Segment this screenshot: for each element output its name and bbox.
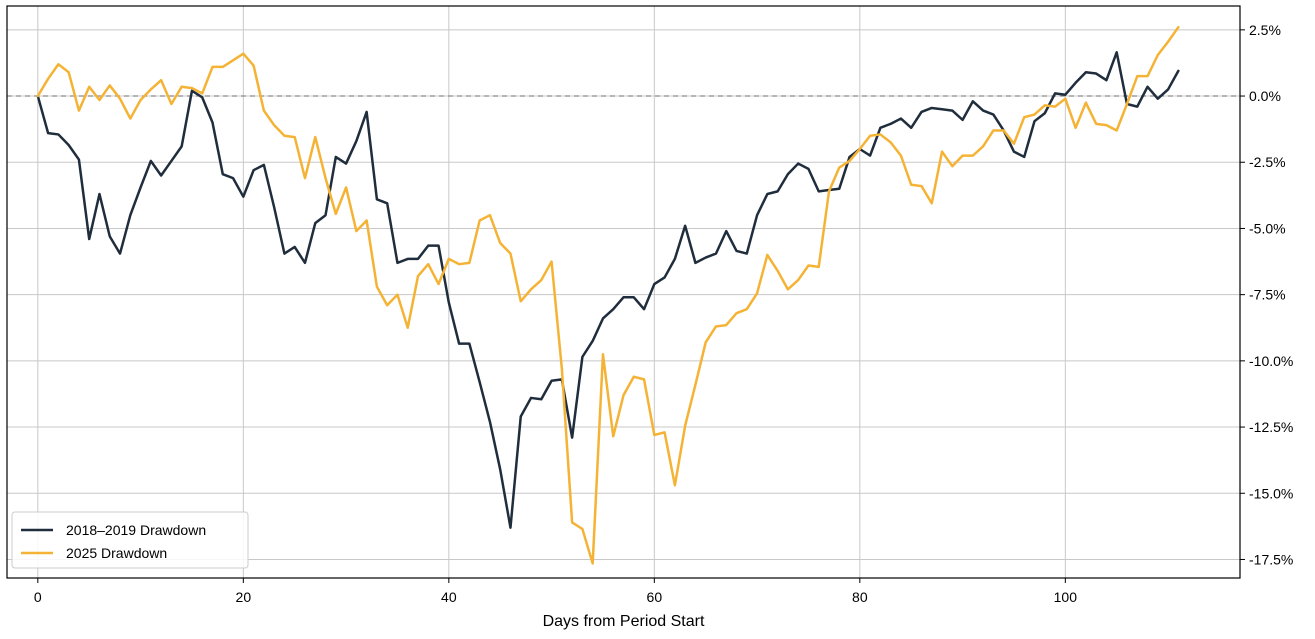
y-tick-label--2.5%: -2.5% <box>1249 154 1286 170</box>
y-tick-label--12.5%: -12.5% <box>1249 419 1293 435</box>
series-line-2018-2019 <box>36 51 1180 529</box>
y-axis-ticks: 2.5% 0.0% -2.5% -5.0% -7.5% -10.0% -12.5% -15.0… <box>1240 22 1293 567</box>
x-tick-label-0: 0 <box>34 589 42 605</box>
x-tick-label-100: 100 <box>1054 589 1078 605</box>
x-tick-label-20: 20 <box>236 589 252 605</box>
y-tick-label--7.5%: -7.5% <box>1249 287 1286 303</box>
plot-area-frame <box>6 5 1241 579</box>
legend-label-2025: 2025 Drawdown <box>66 545 167 561</box>
legend-box <box>11 511 249 569</box>
y-tick-label--10.0%: -10.0% <box>1249 353 1293 369</box>
x-tick-label-60: 60 <box>647 589 663 605</box>
x-axis-title: Days from Period Start <box>543 613 705 630</box>
y-tick-label-0.0%: 0.0% <box>1249 88 1281 104</box>
grid-lines <box>7 6 1240 578</box>
legend-label-2018-2019: 2018–2019 Drawdown <box>66 522 206 538</box>
series-lines <box>36 25 1180 565</box>
legend: 2018–2019 Drawdown 2025 Drawdown <box>11 511 249 569</box>
x-tick-label-80: 80 <box>852 589 868 605</box>
y-tick-label--15.0%: -15.0% <box>1249 485 1293 501</box>
y-tick-label--17.5%: -17.5% <box>1249 551 1293 567</box>
x-axis-ticks: 0 20 40 60 80 100 <box>34 578 1077 605</box>
x-tick-label-40: 40 <box>441 589 457 605</box>
y-tick-label-2.5%: 2.5% <box>1249 22 1281 38</box>
series-line-2025 <box>36 25 1180 565</box>
y-tick-label--5.0%: -5.0% <box>1249 220 1286 236</box>
